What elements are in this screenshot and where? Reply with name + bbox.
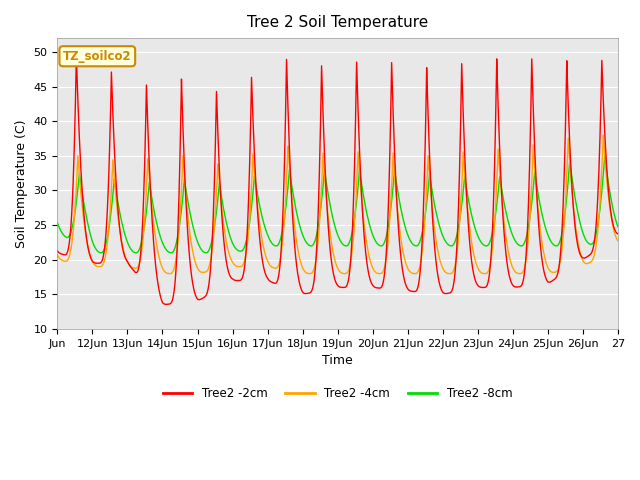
Tree2 -2cm	[403, 283, 410, 289]
Tree2 -8cm	[353, 202, 360, 207]
Line: Tree2 -8cm: Tree2 -8cm	[58, 156, 618, 253]
Tree2 -4cm	[278, 249, 285, 254]
Tree2 -4cm	[402, 261, 410, 266]
Text: TZ_soilco2: TZ_soilco2	[63, 50, 132, 63]
Tree2 -2cm	[312, 249, 320, 254]
Tree2 -8cm	[278, 232, 285, 238]
Tree2 -4cm	[614, 238, 621, 244]
Tree2 -8cm	[402, 227, 410, 232]
Line: Tree2 -4cm: Tree2 -4cm	[58, 135, 618, 274]
Tree2 -4cm	[431, 228, 438, 233]
Tree2 -2cm	[163, 301, 170, 307]
Tree2 -8cm	[97, 250, 105, 256]
Y-axis label: Soil Temperature (C): Soil Temperature (C)	[15, 120, 28, 248]
Tree2 -8cm	[431, 203, 438, 208]
Tree2 -4cm	[68, 242, 76, 248]
X-axis label: Time: Time	[323, 354, 353, 367]
Tree2 -4cm	[54, 252, 61, 258]
Tree2 -2cm	[431, 249, 439, 255]
Tree2 -4cm	[312, 256, 320, 262]
Tree2 -2cm	[278, 236, 285, 241]
Tree2 -2cm	[54, 248, 61, 254]
Tree2 -8cm	[54, 220, 61, 226]
Tree2 -8cm	[614, 224, 621, 230]
Legend: Tree2 -2cm, Tree2 -4cm, Tree2 -8cm: Tree2 -2cm, Tree2 -4cm, Tree2 -8cm	[158, 382, 517, 405]
Tree2 -2cm	[614, 231, 621, 237]
Tree2 -2cm	[353, 59, 360, 65]
Tree2 -2cm	[68, 212, 76, 218]
Tree2 -4cm	[600, 132, 607, 138]
Tree2 -4cm	[353, 191, 360, 197]
Tree2 -8cm	[601, 153, 609, 159]
Tree2 -8cm	[68, 227, 76, 232]
Title: Tree 2 Soil Temperature: Tree 2 Soil Temperature	[247, 15, 428, 30]
Tree2 -2cm	[72, 53, 80, 59]
Tree2 -4cm	[166, 271, 173, 276]
Tree2 -8cm	[312, 234, 320, 240]
Line: Tree2 -2cm: Tree2 -2cm	[58, 56, 618, 304]
